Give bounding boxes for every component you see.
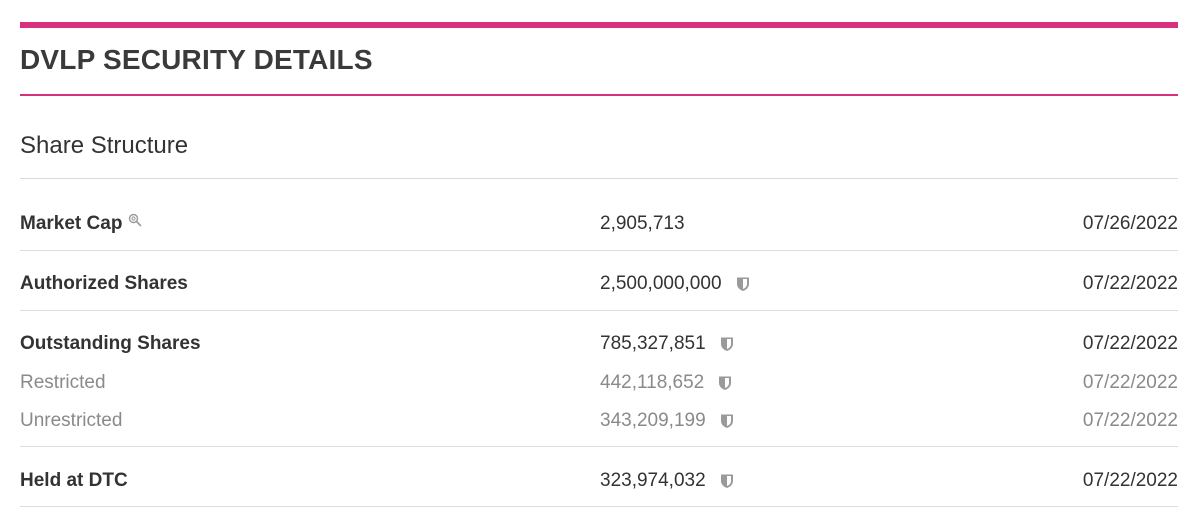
row-divider	[20, 250, 1178, 251]
row-divider	[20, 506, 1178, 507]
market-cap-label: Market Cap	[20, 213, 123, 234]
unrestricted-label: Unrestricted	[20, 410, 123, 431]
shield-icon[interactable]	[720, 473, 734, 489]
held-at-dtc-label: Held at DTC	[20, 470, 128, 491]
outstanding-shares-value-cell: 785,327,851	[600, 333, 734, 355]
held-at-dtc-value: 323,974,032	[600, 470, 706, 491]
shield-icon[interactable]	[720, 413, 734, 429]
row-held-at-dtc: Held at DTC 323,974,032 07/22/2022	[20, 468, 1178, 498]
restricted-label: Restricted	[20, 372, 106, 393]
authorized-shares-label: Authorized Shares	[20, 273, 188, 294]
market-cap-date: 07/26/2022	[1082, 213, 1178, 234]
authorized-shares-value: 2,500,000,000	[600, 273, 722, 294]
row-label-market-cap: Market Cap	[20, 213, 142, 235]
accent-top-bar	[20, 22, 1178, 28]
section-divider	[20, 178, 1178, 179]
outstanding-shares-date: 07/22/2022	[1082, 333, 1178, 354]
section-title: Share Structure	[20, 132, 189, 159]
outstanding-shares-label: Outstanding Shares	[20, 333, 201, 354]
authorized-shares-value-cell: 2,500,000,000	[600, 273, 750, 295]
outstanding-shares-value: 785,327,851	[600, 333, 706, 354]
held-at-dtc-date: 07/22/2022	[1082, 470, 1178, 491]
unrestricted-date: 07/22/2022	[1082, 410, 1178, 431]
row-restricted: Restricted 442,118,652 07/22/2022	[20, 370, 1178, 400]
authorized-shares-date: 07/22/2022	[1082, 273, 1178, 294]
row-divider	[20, 310, 1178, 311]
shield-icon[interactable]	[718, 375, 732, 391]
restricted-value: 442,118,652	[600, 372, 705, 393]
title-divider	[20, 94, 1178, 96]
unrestricted-value-cell: 343,209,199	[600, 410, 734, 432]
magnifier-icon[interactable]	[128, 211, 142, 227]
held-at-dtc-value-cell: 323,974,032	[600, 470, 734, 492]
shield-icon[interactable]	[720, 336, 734, 352]
row-divider	[20, 446, 1178, 447]
shield-icon[interactable]	[736, 276, 750, 292]
row-unrestricted: Unrestricted 343,209,199 07/22/2022	[20, 408, 1178, 438]
row-market-cap: Market Cap 2,905,713 07/26/2022	[20, 211, 1178, 241]
row-authorized-shares: Authorized Shares 2,500,000,000 07/22/20…	[20, 271, 1178, 301]
market-cap-value: 2,905,713	[600, 213, 685, 234]
unrestricted-value: 343,209,199	[600, 410, 706, 431]
restricted-value-cell: 442,118,652	[600, 372, 732, 394]
restricted-date: 07/22/2022	[1082, 372, 1178, 393]
row-outstanding-shares: Outstanding Shares 785,327,851 07/22/202…	[20, 331, 1178, 361]
page-title: DVLP SECURITY DETAILS	[20, 44, 373, 75]
